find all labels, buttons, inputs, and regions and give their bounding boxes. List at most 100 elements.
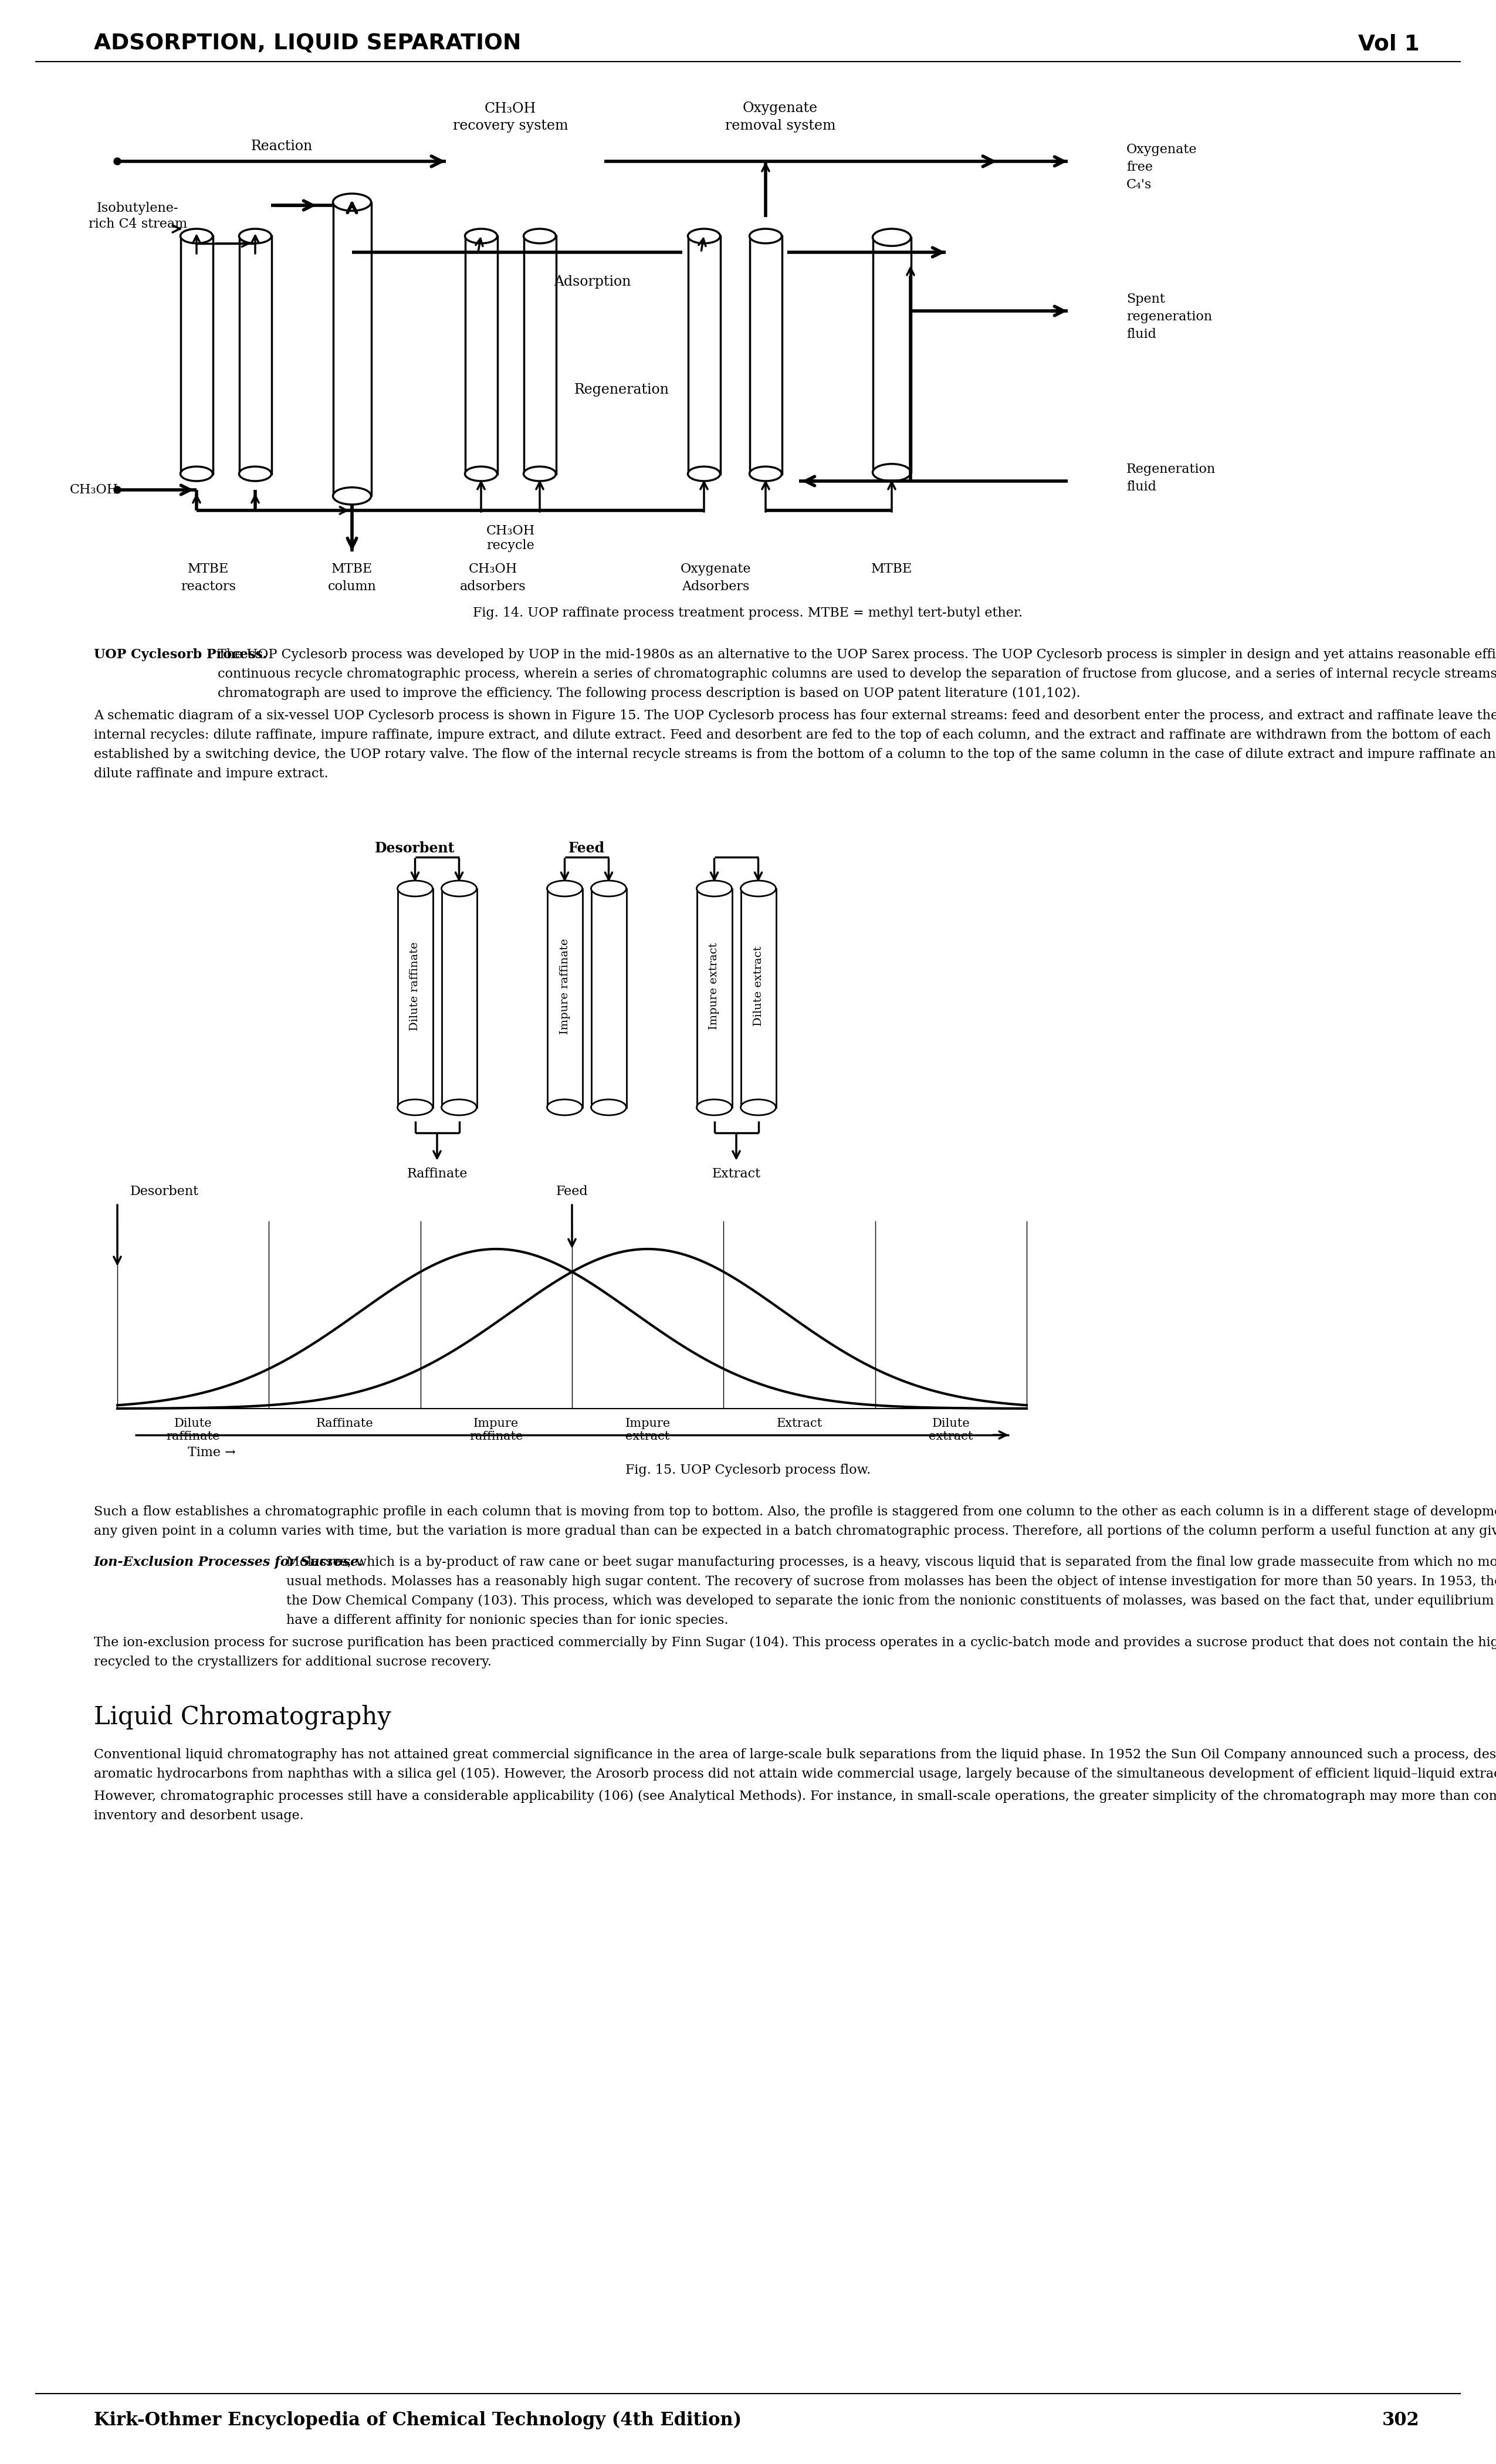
Text: have a different affinity for nonionic species than for ionic species.: have a different affinity for nonionic s… (286, 1614, 729, 1626)
Text: A schematic diagram of a six-vessel UOP Cyclesorb process is shown in Figure 15.: A schematic diagram of a six-vessel UOP … (94, 710, 1496, 722)
Text: Molasses, which is a by-product of raw cane or beet sugar manufacturing processe: Molasses, which is a by-product of raw c… (286, 1555, 1496, 1570)
Text: recycled to the crystallizers for additional sucrose recovery.: recycled to the crystallizers for additi… (94, 1656, 492, 1668)
Ellipse shape (441, 880, 477, 897)
Text: However, chromatographic processes still have a considerable applicability (106): However, chromatographic processes still… (94, 1789, 1496, 1804)
Text: The ion-exclusion process for sucrose purification has been practiced commercial: The ion-exclusion process for sucrose pu… (94, 1636, 1496, 1648)
Text: Ion-Exclusion Processes for Sucrose.: Ion-Exclusion Processes for Sucrose. (94, 1555, 364, 1570)
Text: ADSORPTION, LIQUID SEPARATION: ADSORPTION, LIQUID SEPARATION (94, 34, 521, 54)
Text: established by a switching device, the UOP rotary valve. The flow of the interna: established by a switching device, the U… (94, 749, 1496, 761)
Text: dilute raffinate and impure extract.: dilute raffinate and impure extract. (94, 766, 328, 781)
Bar (697, 890, 732, 1106)
Text: usual methods. Molasses has a reasonably high sugar content. The recovery of suc: usual methods. Molasses has a reasonably… (286, 1574, 1496, 1589)
Text: inventory and desorbent usage.: inventory and desorbent usage. (94, 1809, 304, 1823)
Text: rich C4 stream: rich C4 stream (88, 217, 187, 232)
Text: Dilute: Dilute (932, 1417, 969, 1429)
Text: internal recycles: dilute raffinate, impure raffinate, impure extract, and dilut: internal recycles: dilute raffinate, imp… (94, 729, 1496, 742)
Text: column: column (328, 579, 377, 594)
Ellipse shape (688, 466, 720, 480)
Text: Vol 1: Vol 1 (1358, 34, 1420, 54)
Bar (741, 890, 776, 1106)
Text: Isobutylene-: Isobutylene- (97, 202, 180, 214)
Bar (398, 890, 432, 1106)
Text: Oxygenate: Oxygenate (742, 101, 818, 116)
Text: reactors: reactors (181, 579, 236, 594)
Bar (441, 890, 477, 1106)
Text: Dilute extract: Dilute extract (752, 946, 763, 1025)
Bar (591, 890, 627, 1106)
Ellipse shape (697, 880, 732, 897)
Ellipse shape (524, 229, 557, 244)
Text: MTBE: MTBE (871, 562, 913, 577)
Text: free: free (1126, 160, 1153, 172)
Text: adsorbers: adsorbers (459, 579, 525, 594)
Ellipse shape (591, 1099, 627, 1116)
Ellipse shape (741, 880, 776, 897)
Text: Regeneration: Regeneration (574, 384, 669, 397)
Text: Regeneration: Regeneration (1126, 463, 1216, 476)
Text: Oxygenate: Oxygenate (681, 562, 751, 577)
Ellipse shape (548, 880, 582, 897)
Text: C₄'s: C₄'s (1126, 177, 1152, 192)
Text: Impure: Impure (474, 1417, 519, 1429)
Bar (334, 202, 371, 495)
Text: removal system: removal system (726, 118, 836, 133)
Text: UOP Cyclesorb Process.: UOP Cyclesorb Process. (94, 648, 268, 660)
Text: fluid: fluid (1126, 328, 1156, 340)
Text: the Dow Chemical Company (103). This process, which was developed to separate th: the Dow Chemical Company (103). This pro… (286, 1594, 1496, 1607)
Text: raffinate: raffinate (470, 1432, 524, 1441)
Ellipse shape (334, 195, 371, 212)
Text: Such a flow establishes a chromatographic profile in each column that is moving : Such a flow establishes a chromatographi… (94, 1506, 1496, 1518)
Text: extract: extract (625, 1432, 670, 1441)
Text: Adsorbers: Adsorbers (682, 579, 749, 594)
Ellipse shape (181, 466, 212, 480)
Ellipse shape (688, 229, 720, 244)
Text: MTBE: MTBE (332, 562, 373, 577)
Text: Adsorption: Adsorption (554, 276, 631, 288)
Text: recycle: recycle (486, 540, 534, 552)
Text: MTBE: MTBE (187, 562, 229, 577)
Ellipse shape (398, 1099, 432, 1116)
Text: aromatic hydrocarbons from naphthas with a silica gel (105). However, the Arosor: aromatic hydrocarbons from naphthas with… (94, 1767, 1496, 1781)
Text: Conventional liquid chromatography has not attained great commercial significanc: Conventional liquid chromatography has n… (94, 1749, 1496, 1762)
Text: extract: extract (929, 1432, 972, 1441)
Text: Oxygenate: Oxygenate (1126, 143, 1197, 155)
Text: CH₃OH: CH₃OH (468, 562, 518, 577)
Text: CH₃OH: CH₃OH (69, 483, 118, 495)
Text: Extract: Extract (776, 1417, 823, 1429)
Ellipse shape (441, 1099, 477, 1116)
Text: regeneration: regeneration (1126, 310, 1212, 323)
Ellipse shape (872, 463, 911, 480)
Text: Feed: Feed (568, 840, 604, 855)
Text: Liquid Chromatography: Liquid Chromatography (94, 1705, 390, 1730)
Text: 302: 302 (1382, 2412, 1420, 2430)
Text: CH₃OH: CH₃OH (486, 525, 536, 537)
Ellipse shape (524, 466, 557, 480)
Text: raffinate: raffinate (166, 1432, 220, 1441)
Ellipse shape (334, 488, 371, 505)
Text: Raffinate: Raffinate (316, 1417, 374, 1429)
Ellipse shape (749, 229, 782, 244)
Bar (872, 237, 911, 473)
Ellipse shape (741, 1099, 776, 1116)
Text: Kirk-Othmer Encyclopedia of Chemical Technology (4th Edition): Kirk-Othmer Encyclopedia of Chemical Tec… (94, 2412, 742, 2430)
Text: Fig. 14. UOP raffinate process treatment process. MTBE = methyl tert-butyl ether: Fig. 14. UOP raffinate process treatment… (473, 606, 1023, 618)
Ellipse shape (465, 466, 497, 480)
Bar (749, 237, 782, 473)
Bar (548, 890, 582, 1106)
Bar (465, 237, 497, 473)
Text: The UOP Cyclesorb process was developed by UOP in the mid-1980s as an alternativ: The UOP Cyclesorb process was developed … (218, 648, 1496, 660)
Text: Dilute: Dilute (174, 1417, 212, 1429)
Text: CH₃OH: CH₃OH (485, 101, 536, 116)
Text: fluid: fluid (1126, 480, 1156, 493)
Text: Fig. 15. UOP Cyclesorb process flow.: Fig. 15. UOP Cyclesorb process flow. (625, 1464, 871, 1476)
Text: Raffinate: Raffinate (407, 1168, 467, 1180)
Text: Spent: Spent (1126, 293, 1165, 306)
Text: Feed: Feed (557, 1185, 588, 1198)
Ellipse shape (749, 466, 782, 480)
Ellipse shape (181, 229, 212, 244)
Ellipse shape (872, 229, 911, 246)
Text: recovery system: recovery system (453, 118, 568, 133)
Text: any given point in a column varies with time, but the variation is more gradual : any given point in a column varies with … (94, 1525, 1496, 1538)
Text: Desorbent: Desorbent (375, 840, 455, 855)
Ellipse shape (548, 1099, 582, 1116)
